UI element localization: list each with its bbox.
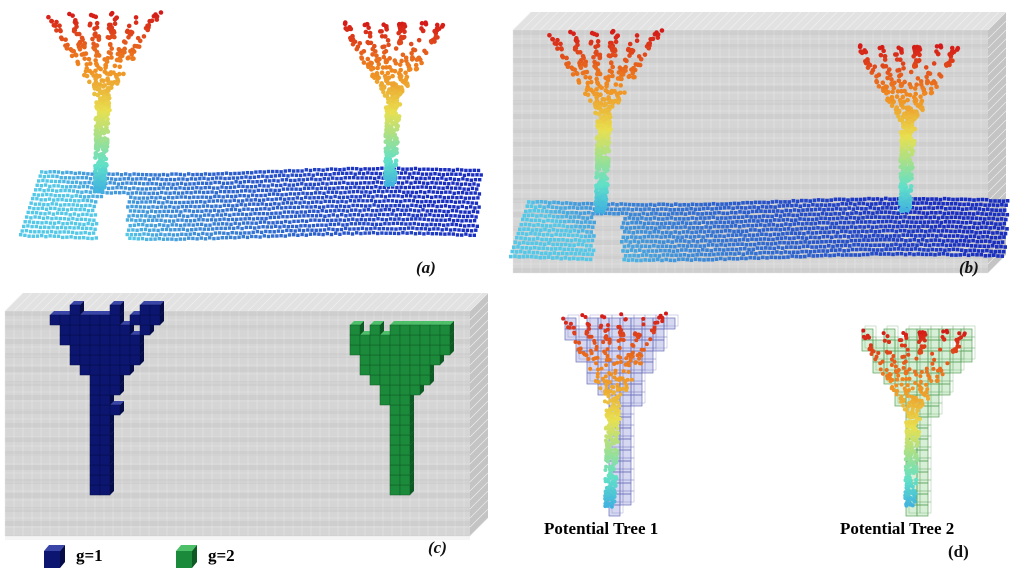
tree-2-points (342, 20, 446, 188)
tree-g1-voxels (49, 301, 164, 496)
legend-item-g1: g=1 (40, 543, 103, 569)
voxel-box-figure (509, 11, 1010, 274)
potential-tree-2-voxels (861, 325, 976, 517)
panel-c-label: (c) (428, 538, 447, 557)
ground-points (19, 166, 483, 242)
potential-tree-1-voxels (561, 311, 679, 517)
point-cloud-figure (19, 10, 483, 242)
ground-points (509, 196, 1010, 263)
tree-g2-voxels (349, 321, 454, 496)
panel-a-point-cloud: (a) (0, 0, 500, 285)
tree-1-points (46, 10, 164, 195)
legend-label-g1: g=1 (76, 546, 103, 565)
legend-item-g2: g=2 (172, 543, 235, 569)
labeled-voxel-figure (4, 292, 489, 540)
legend-label-g2: g=2 (208, 546, 235, 565)
panel-d-label: (d) (948, 542, 969, 561)
blue-cube-icon (40, 543, 66, 569)
potential-trees-figure (561, 311, 976, 517)
panel-a-label: (a) (416, 258, 436, 277)
green-cube-icon (172, 543, 198, 569)
panel-b-label: (b) (959, 258, 979, 277)
tree-2-points (857, 43, 961, 214)
caption-potential-tree-2: Potential Tree 2 (840, 519, 955, 538)
tree-1-points (547, 28, 665, 215)
caption-potential-tree-1: Potential Tree 1 (544, 519, 659, 538)
panel-b-voxelized-cloud: (b) (505, 0, 1024, 285)
panel-c-labeled-voxels: (c) g=1 g=2 (0, 285, 510, 571)
panel-d-potential-trees: Potential Tree 1 Potential Tree 2 (d) (510, 285, 1024, 571)
